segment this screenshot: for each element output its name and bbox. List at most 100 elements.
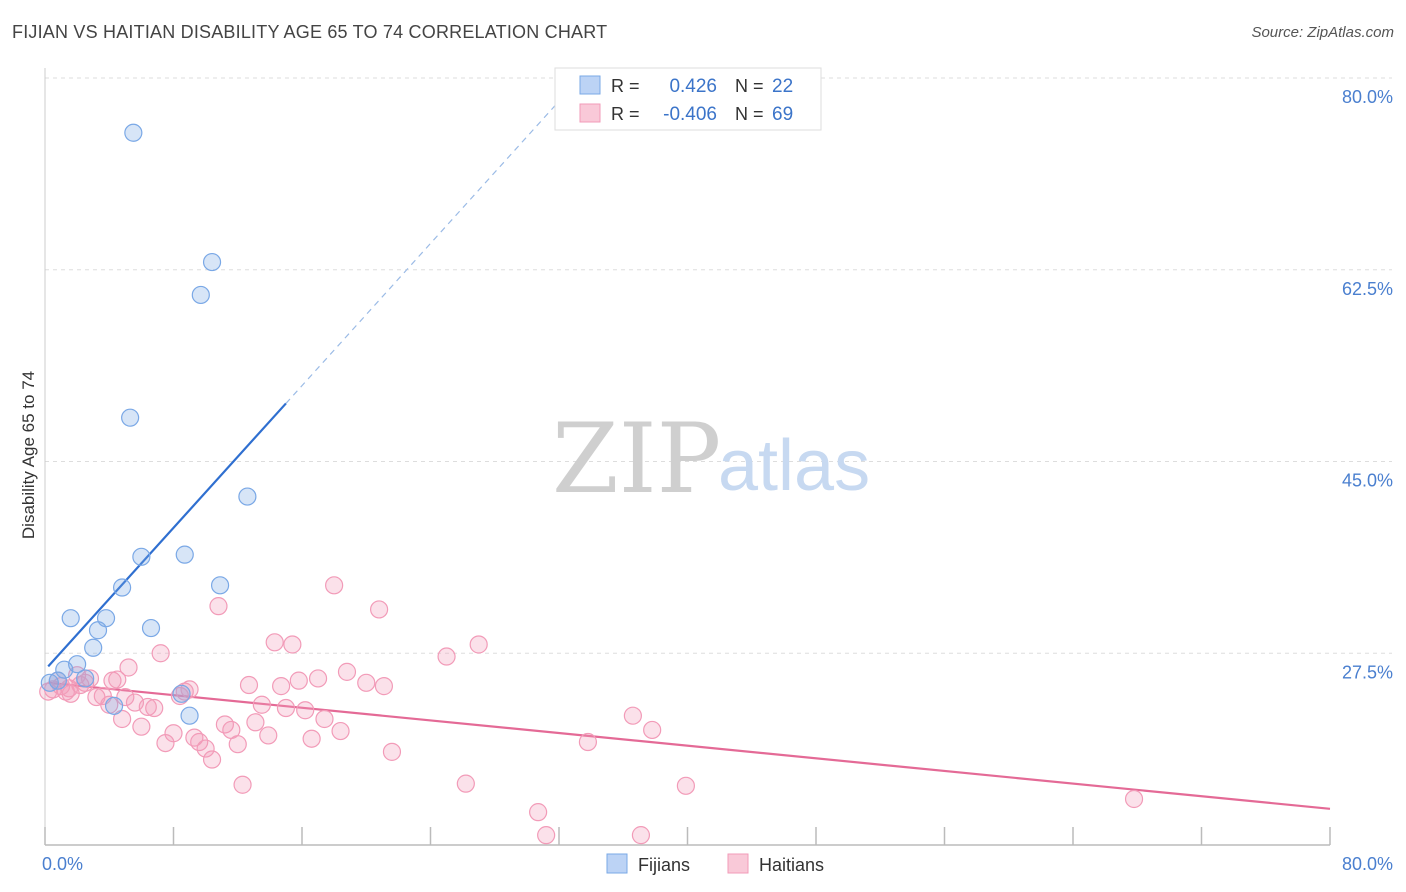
haitian-point <box>112 709 132 729</box>
haitian-point <box>289 671 308 690</box>
series-legend: Fijians Haitians <box>606 853 824 875</box>
fijian-point <box>104 696 124 715</box>
watermark: ZIP atlas <box>552 403 870 515</box>
haitian-point <box>537 826 556 845</box>
haitian-point <box>252 695 271 714</box>
fijian-point <box>112 578 132 597</box>
fijian-point <box>121 408 140 427</box>
chart-title: FIJIAN VS HAITIAN DISABILITY AGE 65 TO 7… <box>12 22 608 42</box>
haitian-point <box>196 739 215 758</box>
fijian-point <box>124 123 143 142</box>
y-tick-labels: 27.5% 45.0% 62.5% 80.0% <box>1342 87 1393 682</box>
x-tick-labels: 0.0% 80.0% <box>42 854 1393 874</box>
haitian-trend-group <box>48 681 1331 810</box>
watermark-atlas-text: atlas <box>718 426 870 506</box>
haitian-point <box>578 732 598 752</box>
y-tick-label: 80.0% <box>1342 87 1393 107</box>
fijian-point <box>61 609 80 628</box>
haitian-point <box>374 677 394 696</box>
haitian-point <box>151 644 170 663</box>
haitian-point <box>337 662 357 681</box>
fijian-point <box>76 669 95 688</box>
stats-legend: R = 0.426 N = 22 R = -0.406 N = 69 <box>554 67 822 131</box>
fijian-point <box>84 638 103 657</box>
fijian-point <box>68 655 87 674</box>
haitian-point <box>228 735 247 754</box>
fijian-trend-group <box>47 83 576 668</box>
haitians-legend-label: Haitians <box>759 855 824 875</box>
fijian-point <box>180 706 199 725</box>
haitian-points <box>39 576 1144 845</box>
watermark-zip-text: ZIP <box>552 403 721 515</box>
haitian-point <box>302 729 321 748</box>
fijian-point <box>210 576 230 595</box>
fijian-legend-swatch <box>579 75 601 95</box>
haitians-legend-swatch <box>727 853 749 874</box>
haitian-point <box>164 724 183 743</box>
haitian-point <box>138 697 157 717</box>
fijian-point <box>172 684 191 703</box>
haitian-point <box>246 713 265 732</box>
fijian-point <box>191 285 210 305</box>
haitian-n-value: 69 <box>772 104 793 125</box>
haitian-point <box>331 721 350 741</box>
x-tick-label: 0.0% <box>42 854 83 874</box>
y-axis-title: Disability Age 65 to 74 <box>19 371 38 539</box>
fijian-point <box>48 671 67 690</box>
haitian-point <box>529 803 548 822</box>
haitian-point <box>308 669 328 688</box>
haitian-point <box>296 701 315 720</box>
haitian-point <box>202 750 222 769</box>
fijian-point <box>132 547 151 566</box>
haitian-point <box>233 775 252 794</box>
fijian-r-label: R = <box>611 76 640 96</box>
fijian-point <box>175 545 194 564</box>
haitian-point <box>325 576 344 595</box>
y-tick-label: 45.0% <box>1342 471 1393 491</box>
haitian-point <box>283 635 302 654</box>
haitian-r-value: -0.406 <box>663 104 717 125</box>
y-tick-label: 62.5% <box>1342 279 1393 299</box>
haitian-trend-line <box>48 681 1331 810</box>
haitian-point <box>623 706 642 725</box>
fijian-r-value: 0.426 <box>669 76 717 97</box>
fijian-trend-extension <box>285 83 576 404</box>
haitian-point <box>1124 789 1144 809</box>
haitian-point <box>190 732 209 752</box>
fijian-points <box>40 123 257 725</box>
haitian-point <box>315 709 334 729</box>
haitian-legend-swatch <box>579 103 601 123</box>
fijian-n-label: N = <box>735 76 764 96</box>
haitian-point <box>80 669 100 688</box>
haitian-point <box>437 647 456 666</box>
source-label: Source: ZipAtlas.com <box>1251 24 1394 41</box>
haitian-point <box>370 600 389 619</box>
fijian-trend-line <box>47 402 287 668</box>
haitian-point <box>276 698 296 718</box>
axes <box>44 68 1331 846</box>
fijians-legend-label: Fijians <box>638 855 690 875</box>
haitian-point <box>357 673 376 692</box>
x-tick-label: 80.0% <box>1342 854 1393 874</box>
fijians-legend-swatch <box>606 853 628 874</box>
haitian-point <box>676 776 695 795</box>
haitian-point <box>265 633 284 652</box>
haitian-point <box>108 670 127 689</box>
haitian-point <box>272 677 291 696</box>
fijian-point <box>238 487 257 506</box>
grid-lines <box>45 77 1392 654</box>
y-tick-label: 27.5% <box>1342 662 1393 682</box>
haitian-point <box>469 635 488 654</box>
haitian-point <box>643 720 662 740</box>
haitian-point <box>119 658 138 677</box>
fijian-point <box>141 618 161 638</box>
haitian-point <box>456 774 475 793</box>
haitian-point <box>145 698 164 718</box>
haitian-point <box>631 826 651 845</box>
haitian-point <box>132 717 151 736</box>
fijian-point <box>202 252 222 272</box>
haitian-r-label: R = <box>611 104 640 124</box>
haitian-point <box>382 742 402 761</box>
fijian-point <box>96 609 116 628</box>
